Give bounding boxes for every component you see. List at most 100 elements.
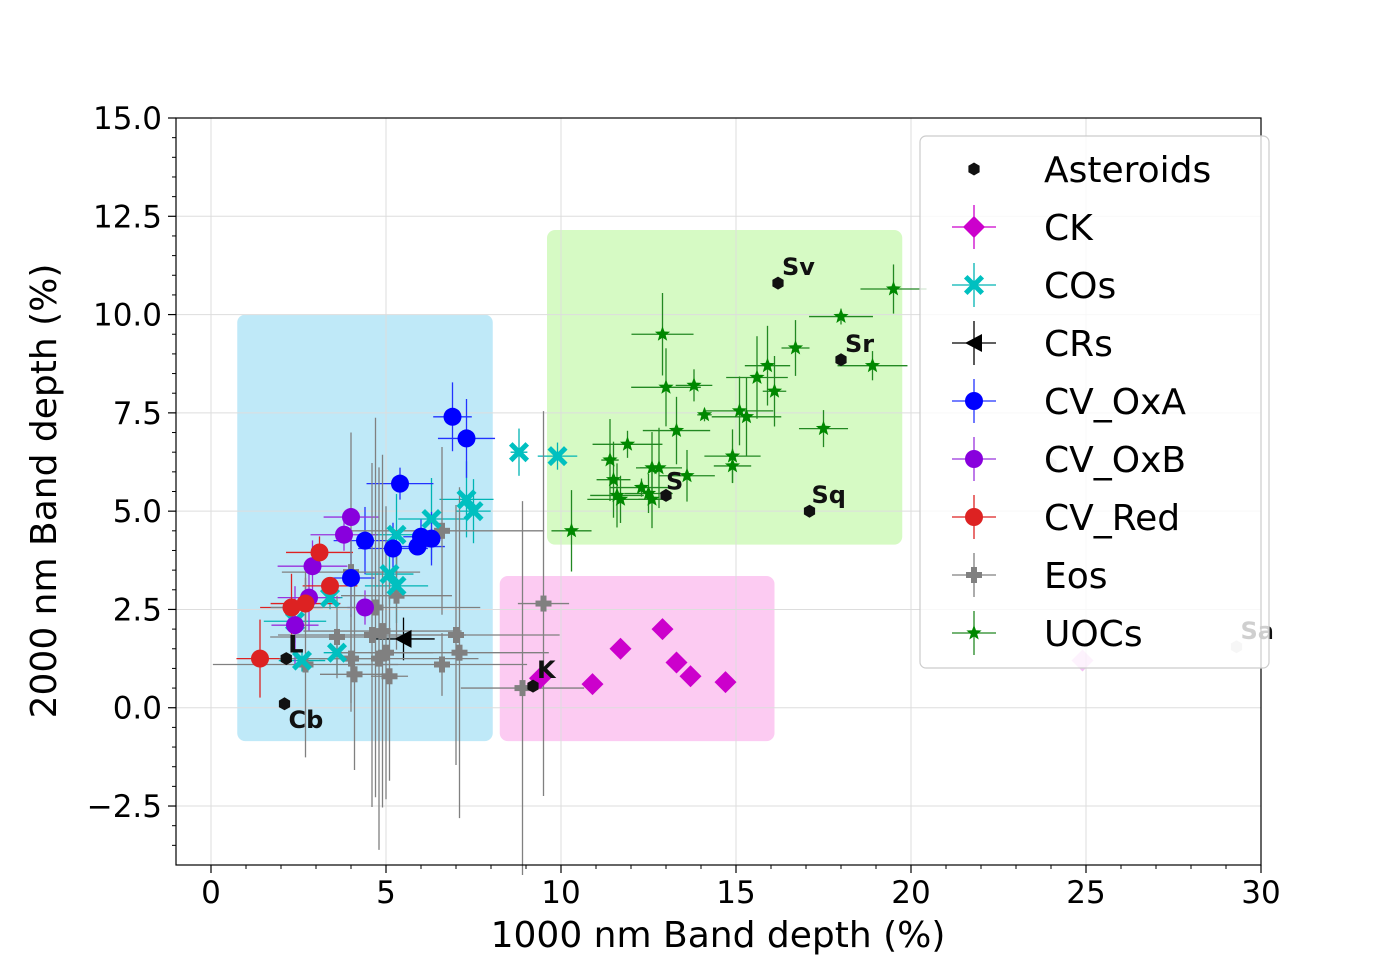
y-tick-label: −2.5 (87, 789, 162, 825)
legend-label: Eos (1044, 556, 1108, 597)
legend-label: UOCs (1044, 614, 1143, 655)
data-point-uocs (602, 452, 618, 467)
y-tick-label: 5.0 (113, 494, 162, 530)
data-point-ck (609, 637, 632, 660)
x-tick-label: 10 (541, 875, 580, 911)
marker-stroke (463, 501, 484, 522)
data-point-uocs (679, 467, 695, 483)
legend-marker-cv-red (965, 508, 983, 526)
legend-label: CV_Red (1044, 498, 1180, 539)
data-point-cv-oxb (303, 557, 322, 576)
highlight-region (547, 230, 903, 545)
data-point-cv-red (310, 543, 329, 562)
data-point-cos (291, 650, 313, 671)
data-point-cos (456, 489, 477, 510)
data-point-ck (714, 671, 737, 694)
data-point-uocs (731, 402, 748, 418)
data-point-asteroids (527, 679, 539, 693)
data-point-cv-oxa (457, 429, 476, 448)
legend-marker-cv-oxb (965, 450, 983, 468)
data-point-cos (421, 508, 442, 530)
data-point-eos (381, 668, 398, 685)
data-point-uocs (668, 422, 685, 437)
legend-item: UOCs (952, 611, 1143, 655)
x-tick-label: 30 (1241, 875, 1280, 911)
asteroid-label: Sq (812, 481, 846, 509)
data-point-cos (326, 642, 348, 663)
legend-marker-eos (966, 567, 982, 583)
data-point-uocs (619, 436, 636, 451)
data-point-cos (463, 501, 484, 522)
data-point-asteroids (772, 276, 784, 290)
data-point-cv-red (251, 649, 269, 668)
data-point-cv-oxb (356, 598, 374, 617)
marker-stroke (386, 524, 407, 545)
data-point-cv-red (296, 594, 315, 613)
data-point-cv-oxb (286, 616, 304, 635)
asteroid-label: Sr (845, 330, 874, 358)
data-point-uocs (644, 491, 660, 506)
data-point-cv-oxa (422, 529, 441, 548)
asteroid-label: S (666, 467, 683, 495)
data-point-cv-red (282, 598, 301, 617)
data-point-eos (364, 627, 380, 644)
data-point-asteroids (803, 504, 816, 518)
marker-stroke (547, 446, 568, 467)
x-tick-label: 5 (376, 875, 396, 911)
asteroid-label: L (288, 631, 303, 659)
data-point-uocs (833, 308, 849, 323)
data-point-uocs (686, 377, 702, 392)
y-tick-label: 10.0 (93, 298, 162, 334)
data-point-uocs (605, 471, 622, 487)
data-point-crs (394, 629, 412, 648)
data-point-uocs (724, 457, 741, 473)
data-point-uocs (864, 357, 881, 373)
data-point-cv-oxb (335, 525, 353, 544)
legend-label: CK (1044, 208, 1094, 249)
legend-item: CV_OxB (952, 437, 1186, 481)
y-axis-label: 2000 nm Band depth (%) (24, 264, 65, 719)
data-point-cv-oxb (342, 508, 360, 527)
legend-marker-ck (963, 216, 985, 238)
data-point-uocs (644, 459, 660, 475)
data-point-eos (378, 644, 394, 661)
asteroid-label: K (537, 656, 557, 684)
data-point-uocs (651, 459, 667, 475)
legend-label: Asteroids (1044, 150, 1211, 191)
data-point-uocs (815, 420, 832, 436)
data-point-cos (379, 564, 400, 585)
data-point-eos (388, 587, 405, 604)
data-point-uocs (609, 487, 625, 502)
data-point-cv-oxa (356, 531, 374, 550)
data-point-uocs (612, 491, 629, 506)
marker-stroke (456, 489, 477, 510)
data-point-uocs (885, 281, 902, 296)
legend-item: CK (952, 205, 1094, 249)
data-point-eos (374, 623, 391, 640)
data-point-cv-red (321, 576, 339, 595)
y-tick-label: 15.0 (93, 101, 162, 137)
legend-items: Asteroids CK COs CRs CV_OxA CV_OxB CV_Red Eos UO… (952, 150, 1211, 655)
data-point-eos (451, 644, 468, 661)
legend-item: CRs (952, 321, 1113, 365)
data-point-uocs (759, 357, 776, 373)
legend-marker-asteroids (968, 162, 980, 176)
data-point-uocs (563, 522, 580, 538)
data-point-eos (434, 656, 450, 673)
data-point-asteroids (278, 697, 291, 711)
data-point-eos (448, 627, 464, 644)
data-point-cos (547, 446, 568, 467)
data-point-ck (581, 673, 604, 696)
data-point-eos (329, 628, 345, 645)
points-layer (251, 276, 1243, 711)
tick-layer: 0 5 10 15 20 25 30 −2.5 0.0 2.5 5.0 7.5 10.0 12.5 15.0 (87, 101, 1281, 911)
data-point-cv-oxa (384, 539, 402, 558)
legend-label: COs (1044, 266, 1116, 307)
legend-item: Eos (952, 553, 1108, 597)
data-point-cv-oxa (391, 474, 409, 493)
legend-item: COs (952, 263, 1116, 307)
legend-item: CV_OxA (952, 379, 1186, 423)
marker-stroke (386, 575, 407, 596)
legend-item: CV_Red (952, 495, 1180, 539)
legend: Asteroids CK COs CRs CV_OxA CV_OxB CV_Red Eos UO… (919, 135, 1270, 669)
